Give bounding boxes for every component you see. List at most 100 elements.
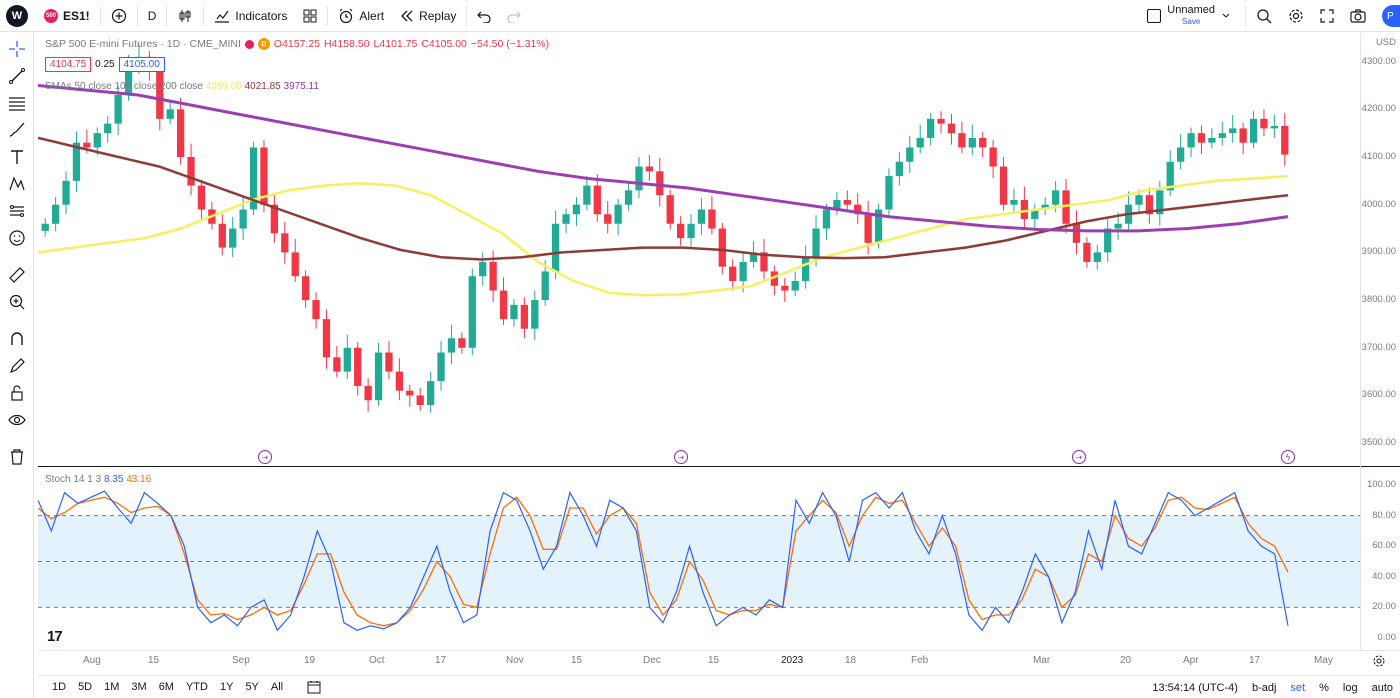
event-icon[interactable]: ⇢	[674, 450, 688, 464]
candle-body	[885, 176, 893, 210]
redo-button[interactable]	[499, 0, 529, 32]
pattern-tool[interactable]	[6, 173, 28, 195]
currency-label[interactable]: USD	[1375, 37, 1396, 48]
candle-body	[947, 123, 956, 134]
range-all[interactable]: All	[270, 681, 284, 693]
candle-body	[291, 252, 299, 277]
undo-button[interactable]	[469, 0, 499, 32]
range-1m[interactable]: 1M	[104, 681, 120, 693]
stay-drawing-tool[interactable]	[6, 355, 28, 377]
candle-body	[1020, 199, 1029, 219]
stochastic-chart[interactable]	[38, 467, 1360, 650]
set-toggle[interactable]: set	[1290, 681, 1306, 694]
measure-tool[interactable]	[6, 264, 28, 286]
candle-body	[624, 190, 633, 205]
candle-body	[781, 285, 789, 291]
main-legend: S&P 500 E-mini Futures · 1D · CME_MINI D…	[45, 38, 549, 50]
text-tool[interactable]	[6, 146, 28, 168]
sell-price-button[interactable]: 4104.75	[45, 57, 92, 72]
goto-date-icon[interactable]	[307, 680, 321, 694]
stoch-tick: 60.00	[1372, 540, 1396, 552]
event-icon[interactable]: ⇢	[258, 450, 272, 464]
badj-toggle[interactable]: b-adj	[1251, 681, 1277, 694]
candle-body	[1072, 223, 1081, 243]
stoch-legend[interactable]: Stoch 14 1 3 8.35 43.16	[45, 474, 151, 485]
settings-gear-icon[interactable]	[1372, 654, 1386, 668]
delete-tool[interactable]	[6, 446, 28, 468]
candle-body	[239, 209, 247, 229]
range-1y[interactable]: 1Y	[219, 681, 234, 693]
percent-toggle[interactable]: %	[1319, 681, 1329, 694]
search-button[interactable]	[1248, 0, 1280, 32]
candle-body	[916, 137, 924, 148]
fullscreen-button[interactable]	[1312, 0, 1342, 32]
undo-icon	[477, 11, 492, 23]
ohlc-change: −54.50 (−1.31%)	[470, 38, 550, 50]
buy-price-button[interactable]: 4105.00	[118, 57, 165, 72]
range-5d[interactable]: 5D	[78, 681, 93, 693]
magnet-tool[interactable]	[6, 328, 28, 350]
candle-body	[520, 304, 529, 329]
publish-button[interactable]: P	[1382, 5, 1400, 27]
candle-body	[843, 199, 851, 205]
candle-body	[395, 371, 404, 391]
crosshair-tool[interactable]	[6, 38, 28, 60]
fib-tool[interactable]	[6, 92, 28, 114]
range-5y[interactable]: 5Y	[245, 681, 259, 693]
zoom-tool[interactable]	[6, 291, 28, 313]
interval-button[interactable]: D	[147, 8, 157, 23]
brush-tool[interactable]	[6, 119, 28, 141]
templates-button[interactable]	[295, 0, 325, 32]
time-axis[interactable]: Aug 15 Sep 19 Oct 17 Nov 15 Dec 15 2023 18 Feb Mar 20 A…	[38, 650, 1400, 674]
chevron-down-icon[interactable]	[1221, 11, 1231, 21]
candle-body	[572, 204, 581, 215]
lightning-icon[interactable]: ϟ	[1281, 450, 1295, 464]
log-toggle[interactable]: log	[1342, 681, 1358, 694]
divider	[136, 5, 138, 26]
indicators-button[interactable]: Indicators	[206, 0, 295, 32]
candle-body	[1135, 195, 1143, 205]
range-1d[interactable]: 1D	[52, 681, 67, 693]
candle-body	[187, 157, 195, 186]
time-tick: 15	[148, 655, 160, 666]
price-scale[interactable]: USD 4300.00 4200.00 4100.00 4000.00 3900.00 3…	[1360, 33, 1400, 650]
alert-button[interactable]: Alert	[330, 0, 392, 32]
candle-body	[760, 252, 768, 272]
hide-tool[interactable]	[6, 409, 28, 431]
pane-separator[interactable]	[38, 466, 1400, 467]
layout-checkbox-icon[interactable]	[1147, 9, 1162, 23]
app-logo-icon[interactable]: W	[6, 4, 28, 27]
candle-body	[937, 118, 945, 124]
ohlc-close: C4105.00	[421, 38, 467, 50]
grid-icon	[303, 9, 317, 22]
layout-name: Unnamed	[1167, 4, 1215, 16]
candle-body	[1083, 242, 1091, 262]
search-icon	[1257, 9, 1272, 24]
symbol-search-button[interactable]: 500 ES1!	[36, 0, 98, 32]
prediction-tool[interactable]	[6, 200, 28, 222]
emoji-tool[interactable]	[6, 227, 28, 249]
settings-button[interactable]	[1280, 0, 1312, 32]
layout-name-button[interactable]: Unnamed Save	[1167, 5, 1215, 27]
price-chart[interactable]	[38, 33, 1360, 467]
clock-label[interactable]: 13:54:14 (UTC-4)	[1152, 681, 1238, 694]
sma-legend[interactable]: SMAs 50 close 100 close 200 close 4059.6…	[45, 81, 319, 92]
replay-button[interactable]: Replay	[392, 0, 464, 32]
range-6m[interactable]: 6M	[158, 681, 174, 693]
candle-body	[666, 195, 674, 224]
candle-body	[62, 180, 70, 205]
range-ytd[interactable]: YTD	[185, 681, 208, 693]
tradingview-logo-icon[interactable]: 17	[47, 628, 63, 645]
lock-tool[interactable]	[6, 382, 28, 404]
chart-type-button[interactable]	[169, 0, 201, 32]
trendline-tool[interactable]	[6, 65, 28, 87]
compare-button[interactable]	[103, 0, 135, 32]
event-icon[interactable]: ⇢	[1072, 450, 1086, 464]
candle-body	[41, 223, 49, 231]
auto-toggle[interactable]: auto	[1371, 681, 1393, 694]
snapshot-button[interactable]	[1342, 0, 1374, 32]
time-tick: 15	[708, 655, 720, 666]
candle-body	[1145, 195, 1154, 215]
range-3m[interactable]: 3M	[131, 681, 147, 693]
candle-body	[906, 147, 914, 162]
